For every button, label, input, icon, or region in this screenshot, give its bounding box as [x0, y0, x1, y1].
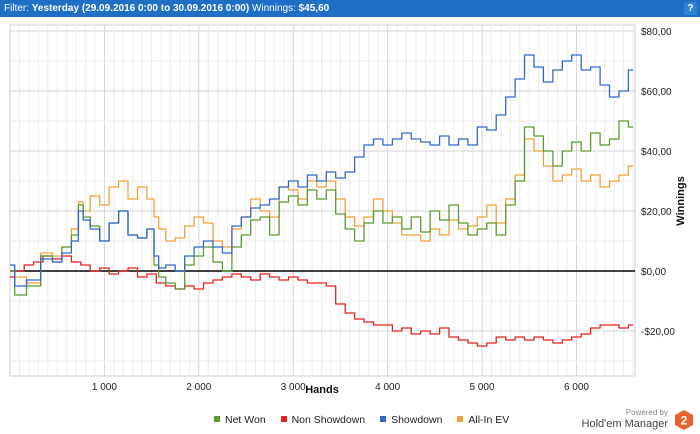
x-tick-labels: 1 000 2 000 3 000 4 000 5 000 6 000 [92, 382, 590, 393]
x-tick-label: 4 000 [375, 382, 400, 393]
legend-swatch [380, 416, 387, 423]
x-tick-label: 3 000 [281, 382, 306, 393]
y-tick-label: -$20,00 [641, 327, 675, 338]
legend-item-showdown[interactable]: Showdown [380, 414, 442, 426]
logo-text: 2 [681, 414, 688, 428]
winnings-chart: 1 000 2 000 3 000 4 000 5 000 6 000 $80,00 $60… [9, 24, 687, 396]
series-line [10, 54, 634, 287]
product-name: Hold'em Manager [581, 418, 668, 430]
hm2-logo-icon: 2 [675, 410, 693, 430]
legend-swatch [280, 416, 287, 423]
x-axis-label: Hands [305, 384, 339, 396]
y-tick-labels: $80,00 $60,00 $40,00 $20,00 $0,00 -$20,00 [641, 27, 675, 338]
chart-legend: Net Won Non Showdown Showdown All-In EV [214, 414, 521, 426]
winnings-label: Winnings: [251, 3, 299, 14]
y-tick-label: $80,00 [641, 27, 672, 38]
series-lines [10, 54, 634, 347]
y-tick-label: $40,00 [641, 147, 672, 158]
x-tick-label: 6 000 [564, 382, 589, 393]
plot-area [9, 24, 636, 377]
legend-item-all-in-ev[interactable]: All-In EV [457, 414, 509, 426]
legend-item-net-won[interactable]: Net Won [214, 414, 266, 426]
legend-item-non-showdown[interactable]: Non Showdown [280, 414, 366, 426]
x-tick-label: 2 000 [186, 382, 211, 393]
legend-swatch [457, 416, 464, 423]
filter-value: Yesterday (29.09.2016 0:00 to 30.09.2016… [31, 3, 250, 14]
help-icon[interactable]: ? [684, 2, 697, 15]
x-tick-label: 5 000 [470, 382, 495, 393]
legend-swatch [214, 416, 220, 423]
filter-bar: Filter: Yesterday (29.09.2016 0:00 to 30… [0, 0, 700, 17]
legend-label: Net Won [225, 414, 266, 426]
branding: Powered by Hold'em Manager 2 [581, 408, 694, 432]
y-tick-label: $60,00 [641, 87, 672, 98]
y-axis-label: Winnings [675, 176, 687, 225]
grid-lines [10, 25, 635, 376]
filter-text: Filter: Yesterday (29.09.2016 0:00 to 30… [4, 0, 329, 17]
legend-label: Showdown [391, 414, 443, 426]
filter-label: Filter: [4, 3, 32, 14]
legend-label: All-In EV [468, 414, 510, 426]
x-tick-label: 1 000 [92, 382, 117, 393]
series-line [10, 255, 634, 347]
powered-by-text: Powered by [625, 408, 668, 417]
y-tick-label: $0,00 [641, 267, 666, 278]
winnings-value: $45,60 [298, 3, 330, 14]
legend-label: Non Showdown [291, 414, 366, 426]
y-tick-label: $20,00 [641, 207, 672, 218]
